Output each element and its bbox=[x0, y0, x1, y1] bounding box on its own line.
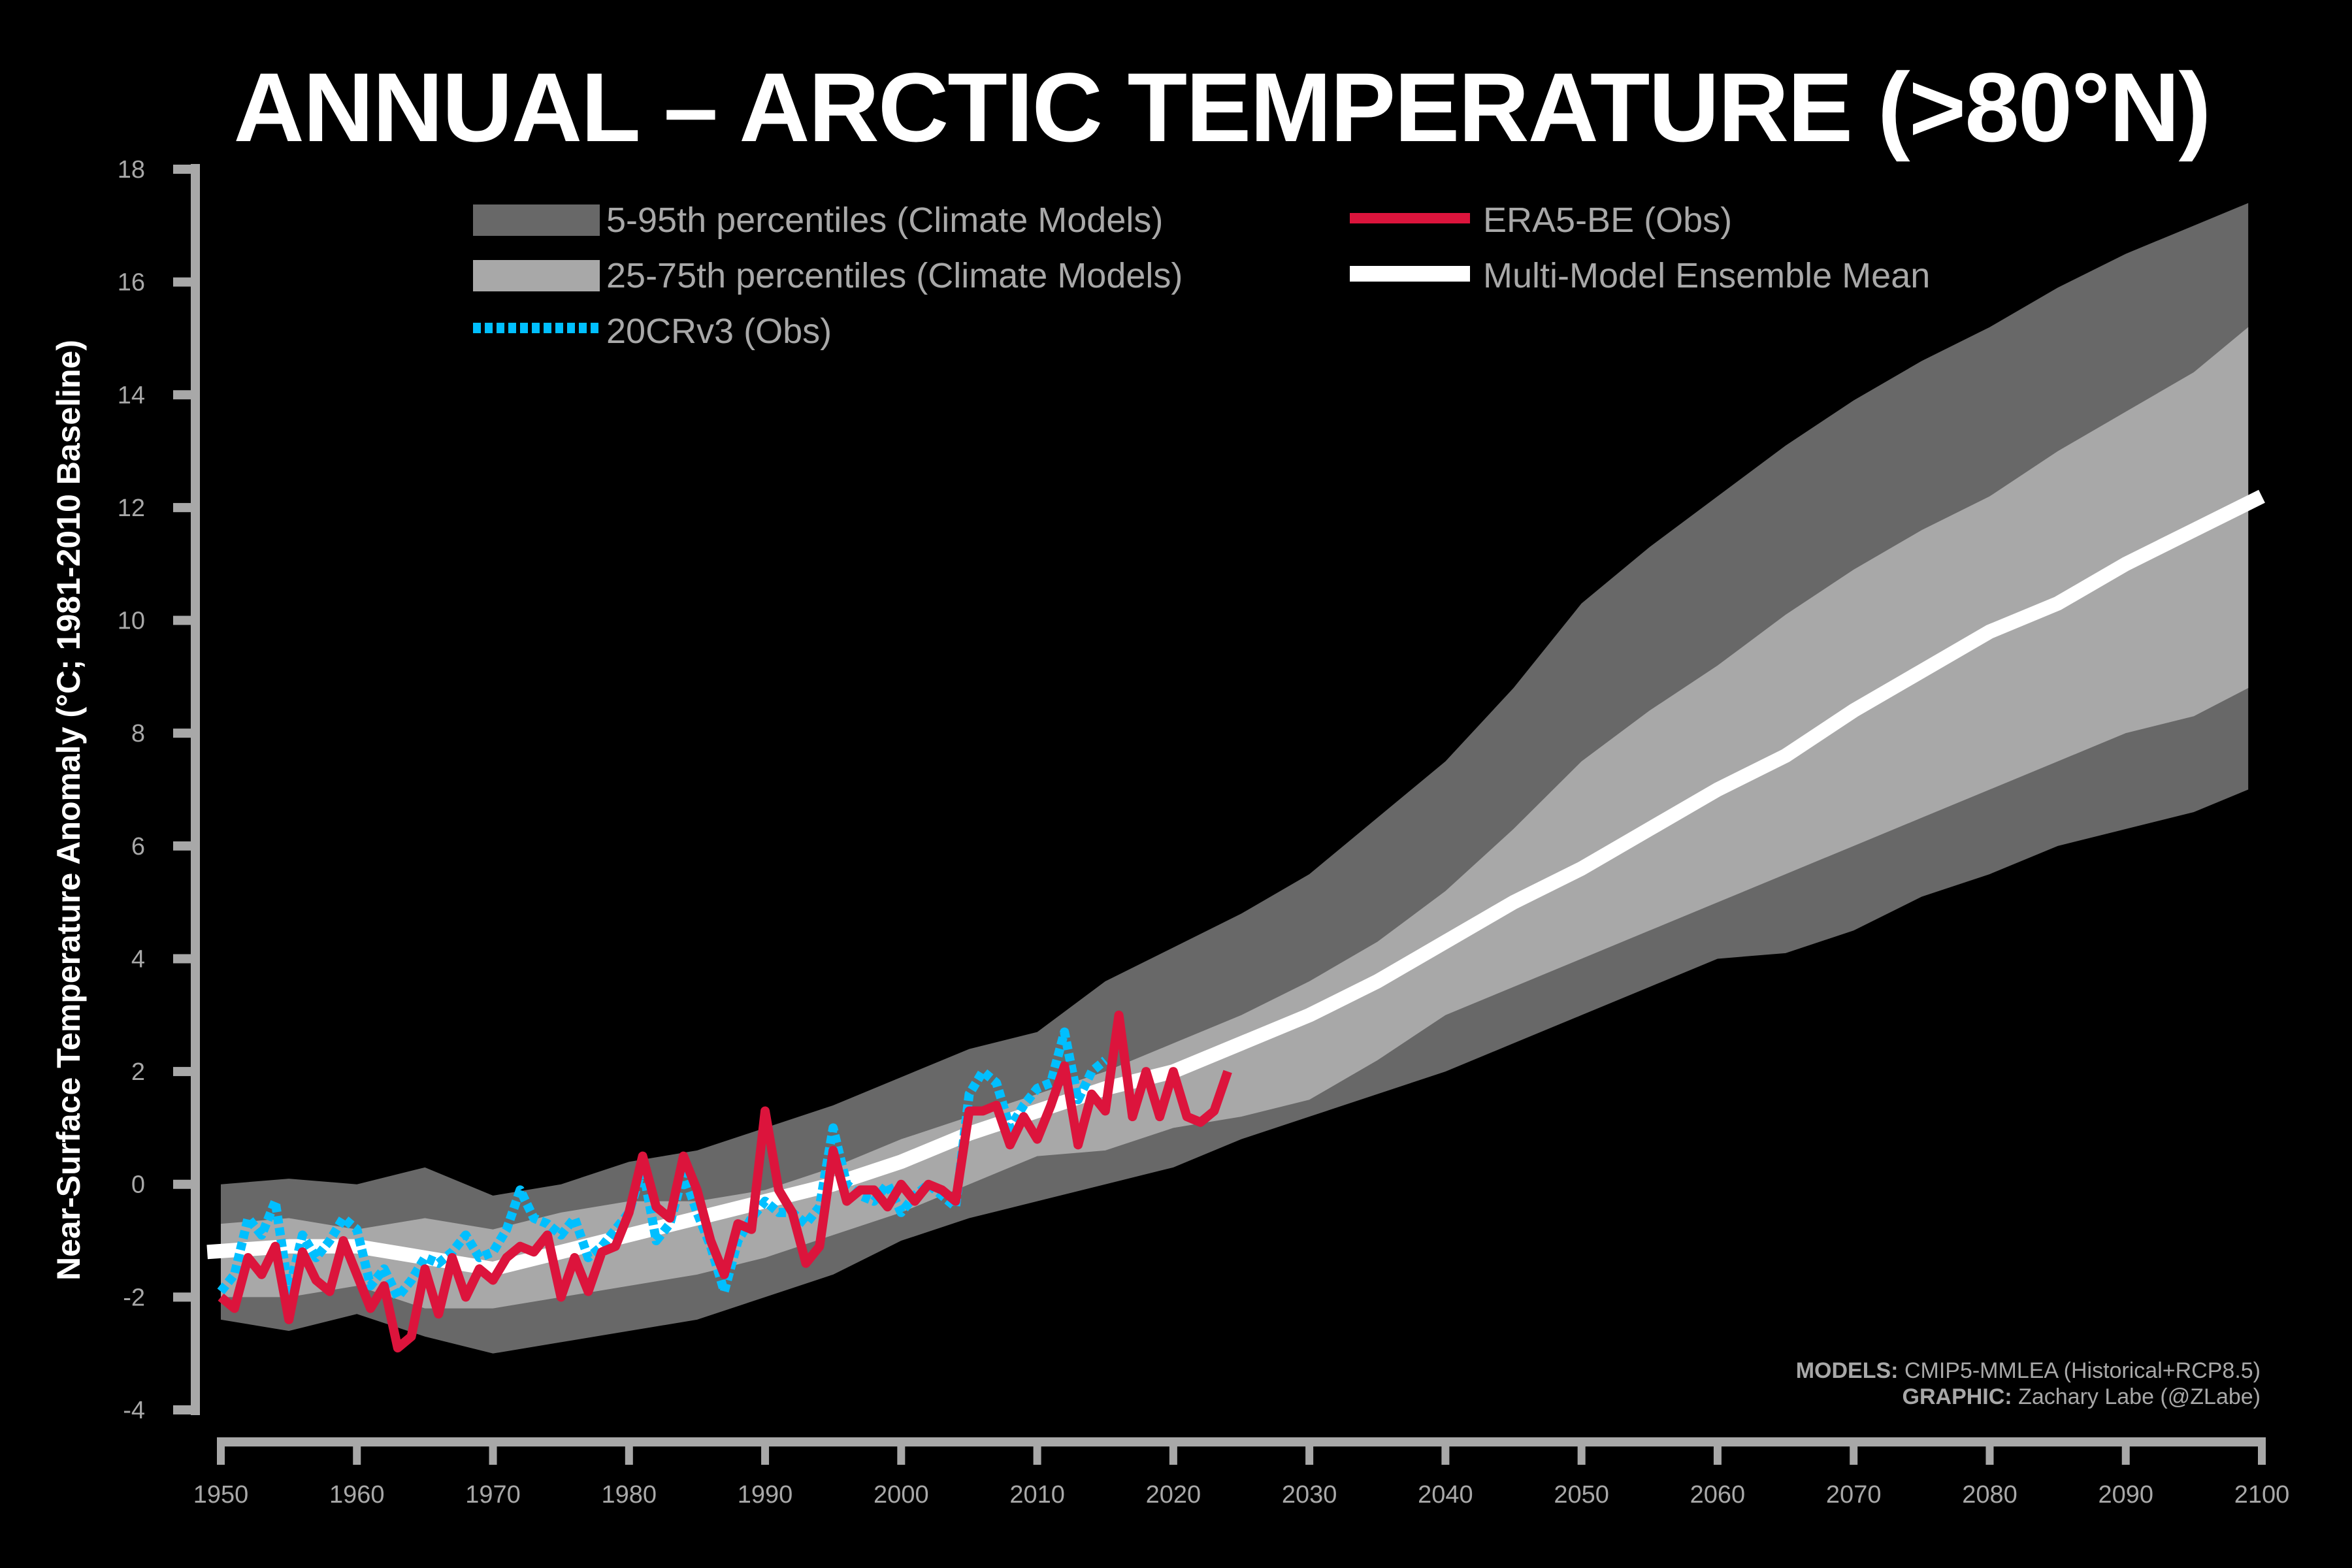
x-tick-label: 2050 bbox=[1554, 1481, 1609, 1509]
lines-layer bbox=[206, 489, 2265, 1353]
x-tick bbox=[1850, 1445, 1858, 1465]
y-tick-label: 10 bbox=[118, 608, 145, 635]
y-tick-label: 8 bbox=[131, 720, 145, 747]
y-tick bbox=[173, 728, 193, 738]
x-tick bbox=[1169, 1445, 1177, 1465]
bands-layer bbox=[221, 203, 2249, 1354]
legend-label-25-75: 25-75th percentiles (Climate Models) bbox=[606, 256, 1183, 295]
y-axis-spine bbox=[191, 164, 200, 1415]
y-tick-label: 2 bbox=[131, 1058, 145, 1086]
x-tick bbox=[1577, 1445, 1586, 1465]
y-tick bbox=[173, 277, 193, 287]
x-tick bbox=[897, 1445, 906, 1465]
x-tick-label: 1950 bbox=[193, 1481, 249, 1509]
y-tick-label: 0 bbox=[131, 1171, 145, 1199]
band-25-75 bbox=[221, 327, 2249, 1309]
legend-label-mean: Multi-Model Ensemble Mean bbox=[1483, 256, 1930, 295]
x-tick bbox=[625, 1445, 633, 1465]
x-tick-label: 2000 bbox=[874, 1481, 929, 1509]
series-ensemble-mean bbox=[206, 489, 2265, 1277]
legend-label-20crv3: 20CRv3 (Obs) bbox=[606, 312, 832, 351]
y-tick bbox=[173, 841, 193, 851]
y-tick bbox=[173, 1067, 193, 1077]
x-tick bbox=[217, 1445, 225, 1465]
y-tick-label: -2 bbox=[123, 1284, 145, 1311]
y-tick-label: -4 bbox=[123, 1397, 145, 1424]
x-tick-label: 1980 bbox=[602, 1481, 657, 1509]
x-tick-label: 1990 bbox=[738, 1481, 793, 1509]
y-tick bbox=[173, 165, 193, 174]
x-tick bbox=[761, 1445, 770, 1465]
legend-swatch-5-95 bbox=[473, 204, 600, 236]
legend-label-era5: ERA5-BE (Obs) bbox=[1483, 201, 1732, 240]
x-tick-label: 2040 bbox=[1418, 1481, 1473, 1509]
y-tick-label: 6 bbox=[131, 833, 145, 860]
credit-graphic: GRAPHIC: Zachary Labe (@ZLabe) bbox=[1902, 1384, 2261, 1409]
chart-title: ANNUAL – ARCTIC TEMPERATURE (>80°N) bbox=[233, 52, 2212, 162]
x-tick-label: 2080 bbox=[1962, 1481, 2017, 1509]
x-axis-spine bbox=[217, 1437, 2266, 1446]
y-tick-label: 18 bbox=[118, 156, 145, 184]
x-tick bbox=[2121, 1445, 2130, 1465]
legend-swatch-25-75 bbox=[473, 260, 600, 291]
y-tick-label: 14 bbox=[118, 382, 145, 409]
x-tick bbox=[1713, 1445, 1722, 1465]
x-tick-label: 2070 bbox=[1826, 1481, 1882, 1509]
x-tick-label: 2010 bbox=[1009, 1481, 1065, 1509]
x-tick bbox=[2258, 1445, 2266, 1465]
y-tick bbox=[173, 1179, 193, 1189]
credit-models: MODELS: CMIP5-MMLEA (Historical+RCP8.5) bbox=[1795, 1358, 2261, 1383]
x-tick-label: 1960 bbox=[329, 1481, 385, 1509]
y-tick bbox=[173, 954, 193, 964]
x-tick-label: 2060 bbox=[1690, 1481, 1746, 1509]
legend-label-5-95: 5-95th percentiles (Climate Models) bbox=[606, 201, 1163, 240]
y-tick-label: 4 bbox=[131, 945, 145, 973]
y-tick bbox=[173, 390, 193, 400]
y-tick bbox=[173, 615, 193, 625]
x-tick-label: 2020 bbox=[1146, 1481, 1201, 1509]
x-tick-label: 2030 bbox=[1282, 1481, 1337, 1509]
x-tick-label: 2090 bbox=[2098, 1481, 2153, 1509]
credits: MODELS: CMIP5-MMLEA (Historical+RCP8.5) … bbox=[1796, 1358, 2261, 1410]
x-tick bbox=[1033, 1445, 1041, 1465]
band-5-95 bbox=[221, 203, 2249, 1354]
x-tick bbox=[1985, 1445, 1994, 1465]
x-tick bbox=[1441, 1445, 1450, 1465]
axes-layer: -4 -2 0 2 4 6 8 10 12 14 16 18 1950 1960 1970 1980 1990 2… bbox=[118, 156, 2290, 1509]
y-tick bbox=[173, 1405, 193, 1414]
y-tick-label: 12 bbox=[118, 495, 145, 522]
y-tick-label: 16 bbox=[118, 269, 145, 297]
x-tick bbox=[489, 1445, 497, 1465]
y-tick bbox=[173, 502, 193, 512]
y-tick bbox=[173, 1292, 193, 1302]
legend: 5-95th percentiles (Climate Models) 25-7… bbox=[473, 201, 1930, 351]
x-tick-label: 1970 bbox=[465, 1481, 521, 1509]
x-tick bbox=[353, 1445, 361, 1465]
x-tick-label: 2100 bbox=[2234, 1481, 2290, 1509]
x-tick bbox=[1305, 1445, 1314, 1465]
series-era5 bbox=[218, 1010, 1232, 1353]
